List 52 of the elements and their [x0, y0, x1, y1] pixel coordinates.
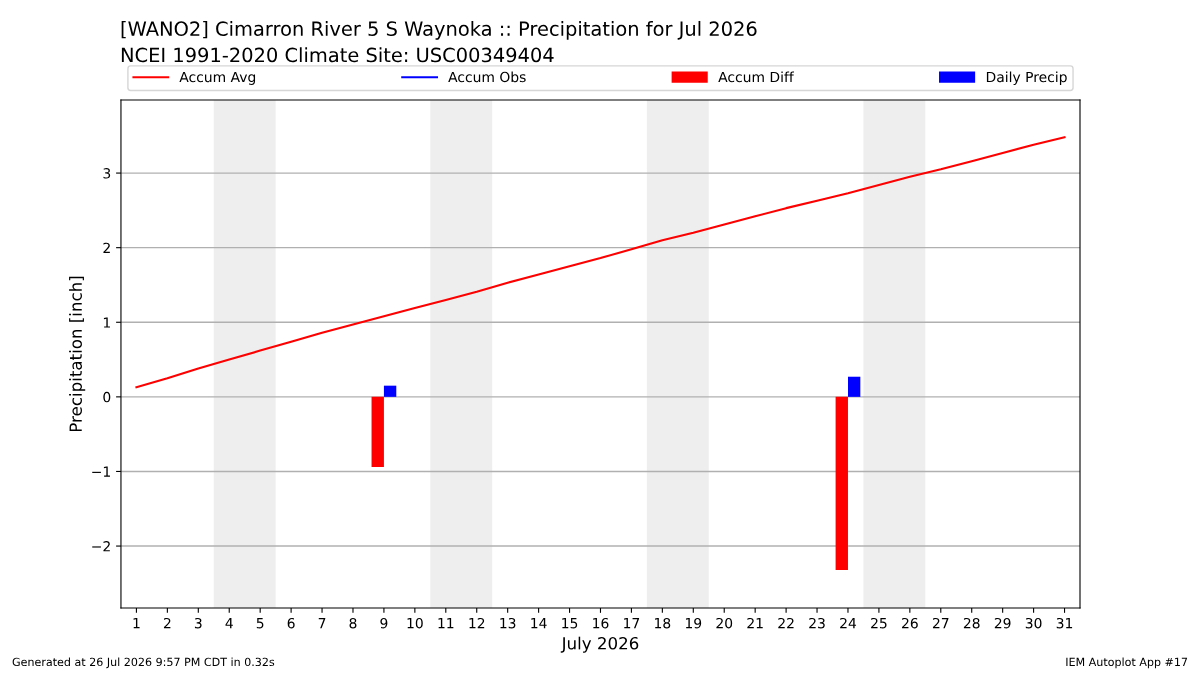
line-series [135, 136, 1066, 389]
y-tick-label: −2 [92, 541, 110, 552]
x-tick-label: 24 [840, 617, 857, 629]
x-tick-label: 16 [593, 617, 609, 629]
x-tick-label: 7 [318, 618, 326, 629]
x-tick-label: 1 [133, 618, 140, 629]
x-tick-label: 23 [809, 617, 825, 629]
text: IEM Autoplot App #17 [1066, 657, 1188, 669]
x-tick-label: 12 [469, 617, 485, 629]
chart-title: [WANO2] Cimarron River 5 S Waynoka :: Precipitation for Jul 2026 [121, 20, 757, 40]
x-tick-label: 11 [438, 618, 454, 629]
x-tick-label: 25 [871, 617, 887, 629]
x-tick-label: 3 [194, 617, 202, 629]
x-tick-label: 31 [1056, 617, 1073, 629]
legend-label: Daily Precip [986, 71, 1067, 85]
y-tick-label: 1 [103, 317, 110, 328]
x-tick-label: 20 [716, 617, 733, 629]
x-tick-label: 6 [287, 617, 295, 629]
y-tick-label: 3 [103, 168, 111, 179]
x-tick-label: 29 [994, 617, 1011, 629]
y-tick-label: 2 [103, 242, 110, 253]
legend-label: Accum Avg [179, 71, 256, 85]
y-axis-title: Precipitation [inch] [69, 276, 86, 432]
bar [847, 376, 861, 397]
chart-subtitle: NCEI 1991-2020 Climate Site: USC00349404 [121, 47, 554, 63]
y-tick-label: −1 [92, 466, 110, 477]
x-axis-title: July 2026 [560, 636, 639, 653]
text: Generated at 26 Jul 2026 9:57 PM CDT in 0.32s [12, 657, 275, 669]
x-tick-label: 30 [1025, 617, 1042, 629]
x-tick-label: 27 [932, 617, 949, 629]
legend-label: Accum Obs [448, 71, 526, 83]
x-tick-label: 14 [531, 618, 547, 629]
bar [383, 385, 397, 397]
x-tick-label: 5 [256, 618, 264, 629]
x-tick-label: 15 [562, 618, 578, 629]
x-tick-label: 8 [349, 617, 357, 629]
bar [371, 396, 384, 467]
legend-label: Accum Diff [718, 71, 795, 83]
x-tick-label: 21 [747, 617, 763, 629]
y-tick-label: 0 [103, 391, 111, 403]
x-tick-label: 2 [163, 617, 171, 629]
x-tick-label: 18 [655, 617, 671, 629]
bar [835, 396, 848, 570]
x-tick-label: 19 [685, 617, 702, 629]
x-tick-label: 13 [500, 617, 516, 629]
x-tick-label: 26 [902, 617, 918, 629]
x-tick-label: 28 [963, 617, 980, 629]
x-tick-label: 9 [380, 617, 388, 629]
x-tick-label: 4 [225, 618, 233, 629]
x-tick-label: 10 [407, 617, 423, 629]
x-tick-label: 17 [624, 618, 640, 629]
x-tick-label: 22 [778, 617, 794, 629]
